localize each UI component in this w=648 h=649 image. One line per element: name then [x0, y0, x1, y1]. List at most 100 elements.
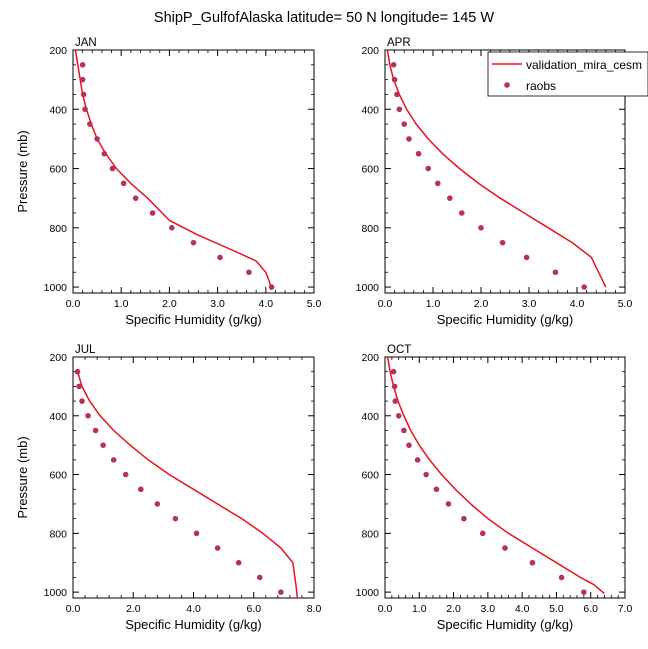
- obs-point: [278, 589, 284, 595]
- panel-oct: 0.0 1.0 2.0 3.0 4.0 5.0 6.0 7.0 200 400 600 800 1000…: [356, 344, 633, 632]
- obs-point: [101, 150, 108, 157]
- obs-point: [110, 457, 117, 463]
- y-tick-label: 400: [49, 411, 67, 423]
- panel-label-jan: JAN: [75, 37, 97, 49]
- obs-point: [461, 515, 467, 522]
- obs-point: [169, 225, 175, 231]
- y-tick-label: 600: [361, 470, 379, 482]
- obs-point: [406, 442, 412, 448]
- panel-label-oct: OCT: [387, 344, 411, 356]
- obs-point: [172, 515, 179, 522]
- obs-point: [92, 427, 99, 434]
- obs-point: [246, 269, 252, 276]
- y-tick-label: 1000: [44, 282, 68, 294]
- obs-point: [395, 412, 402, 419]
- obs-point: [391, 383, 398, 390]
- y-tick-label: 800: [49, 528, 67, 540]
- obs-point: [214, 545, 221, 551]
- x-tick-label: 3.0: [210, 298, 225, 310]
- x-tick-label: 1.0: [426, 298, 441, 310]
- plot-frame-oct: [384, 356, 626, 599]
- panel-label-jul: JUL: [75, 344, 96, 356]
- obs-point: [120, 180, 127, 187]
- obs-point: [478, 225, 484, 231]
- obs-point: [502, 545, 508, 551]
- obs-point: [423, 471, 429, 478]
- obs-point: [435, 180, 441, 187]
- y-tick-label: 600: [49, 470, 67, 482]
- obs-point: [79, 76, 86, 83]
- obs-point: [392, 398, 399, 404]
- x-tick-label: 2.0: [126, 603, 141, 615]
- panel-jul: 0.0 2.0 4.0 6.0 8.0 200 400 600 800 1000 JUL Specif…: [15, 344, 321, 632]
- obs-point: [415, 150, 422, 157]
- legend-obs-marker: [504, 82, 510, 88]
- obs-point: [499, 239, 506, 246]
- obs-point: [558, 574, 565, 581]
- obs-point: [268, 284, 275, 290]
- x-tick-label: 5.0: [618, 298, 633, 310]
- obs-point: [137, 486, 144, 493]
- x-tick-label: 8.0: [307, 603, 322, 615]
- x-tick-label: 0.0: [66, 603, 81, 615]
- obs-point: [581, 589, 587, 595]
- x-tick-label: 0.0: [378, 603, 393, 615]
- y-axis-title: Pressure (mb): [15, 130, 30, 212]
- y-tick-label: 400: [49, 104, 67, 116]
- y-tick-label: 1000: [356, 587, 380, 599]
- y-tick-label: 400: [361, 411, 379, 423]
- obs-point: [394, 91, 400, 98]
- y-tick-label: 200: [361, 45, 379, 57]
- model-line-jul: [76, 371, 299, 599]
- obs-point: [447, 195, 453, 201]
- obs-point: [425, 165, 432, 172]
- x-tick-label: 4.0: [570, 298, 585, 310]
- x-tick-label: 5.0: [549, 603, 564, 615]
- obs-point: [94, 136, 100, 142]
- y-tick-label: 200: [361, 352, 379, 364]
- obs-point: [80, 91, 87, 98]
- x-tick-label: 4.0: [186, 603, 201, 615]
- obs-point: [76, 383, 82, 390]
- y-tick-label: 200: [49, 352, 67, 364]
- obs-point: [190, 239, 197, 246]
- y-tick-label: 1000: [44, 587, 68, 599]
- obs-point: [82, 106, 88, 113]
- obs-point: [390, 62, 397, 68]
- obs-point: [459, 210, 465, 216]
- obs-point: [390, 368, 397, 375]
- plot-frame-jan: [72, 49, 315, 294]
- obs-point: [122, 471, 129, 478]
- plot-frame-jul: [72, 356, 315, 599]
- y-tick-label: 200: [49, 45, 67, 57]
- x-tick-label: 1.0: [412, 603, 427, 615]
- model-line-oct: [386, 356, 605, 595]
- y-tick-label: 1000: [356, 282, 380, 294]
- obs-point: [154, 501, 161, 507]
- x-tick-label: 4.0: [515, 603, 530, 615]
- x-axis-title: Specific Humidity (g/kg): [125, 312, 262, 327]
- figure-title: ShipP_GulfofAlaska latitude= 50 N longit…: [154, 10, 494, 26]
- obs-point: [87, 121, 93, 127]
- y-tick-label: 600: [49, 164, 67, 176]
- panel-label-apr: APR: [387, 37, 411, 49]
- obs-point: [433, 486, 440, 493]
- x-tick-label: 3.0: [481, 603, 496, 615]
- y-tick-label: 800: [49, 223, 67, 235]
- obs-point: [401, 427, 407, 434]
- obs-point: [414, 457, 421, 463]
- obs-point: [79, 398, 85, 404]
- x-tick-label: 3.0: [522, 298, 537, 310]
- obs-point: [396, 106, 403, 113]
- obs-point: [193, 530, 200, 537]
- obs-point: [217, 254, 223, 261]
- x-axis-title: Specific Humidity (g/kg): [437, 312, 574, 327]
- x-tick-label: 7.0: [618, 603, 633, 615]
- y-tick-label: 600: [361, 164, 379, 176]
- y-tick-label: 400: [361, 104, 379, 116]
- plot-frame-apr: [384, 49, 626, 294]
- model-line-apr: [386, 49, 607, 288]
- y-axis-title: Pressure (mb): [15, 436, 30, 518]
- x-axis-title: Specific Humidity (g/kg): [125, 617, 262, 632]
- legend-obs-label: raobs: [526, 79, 556, 93]
